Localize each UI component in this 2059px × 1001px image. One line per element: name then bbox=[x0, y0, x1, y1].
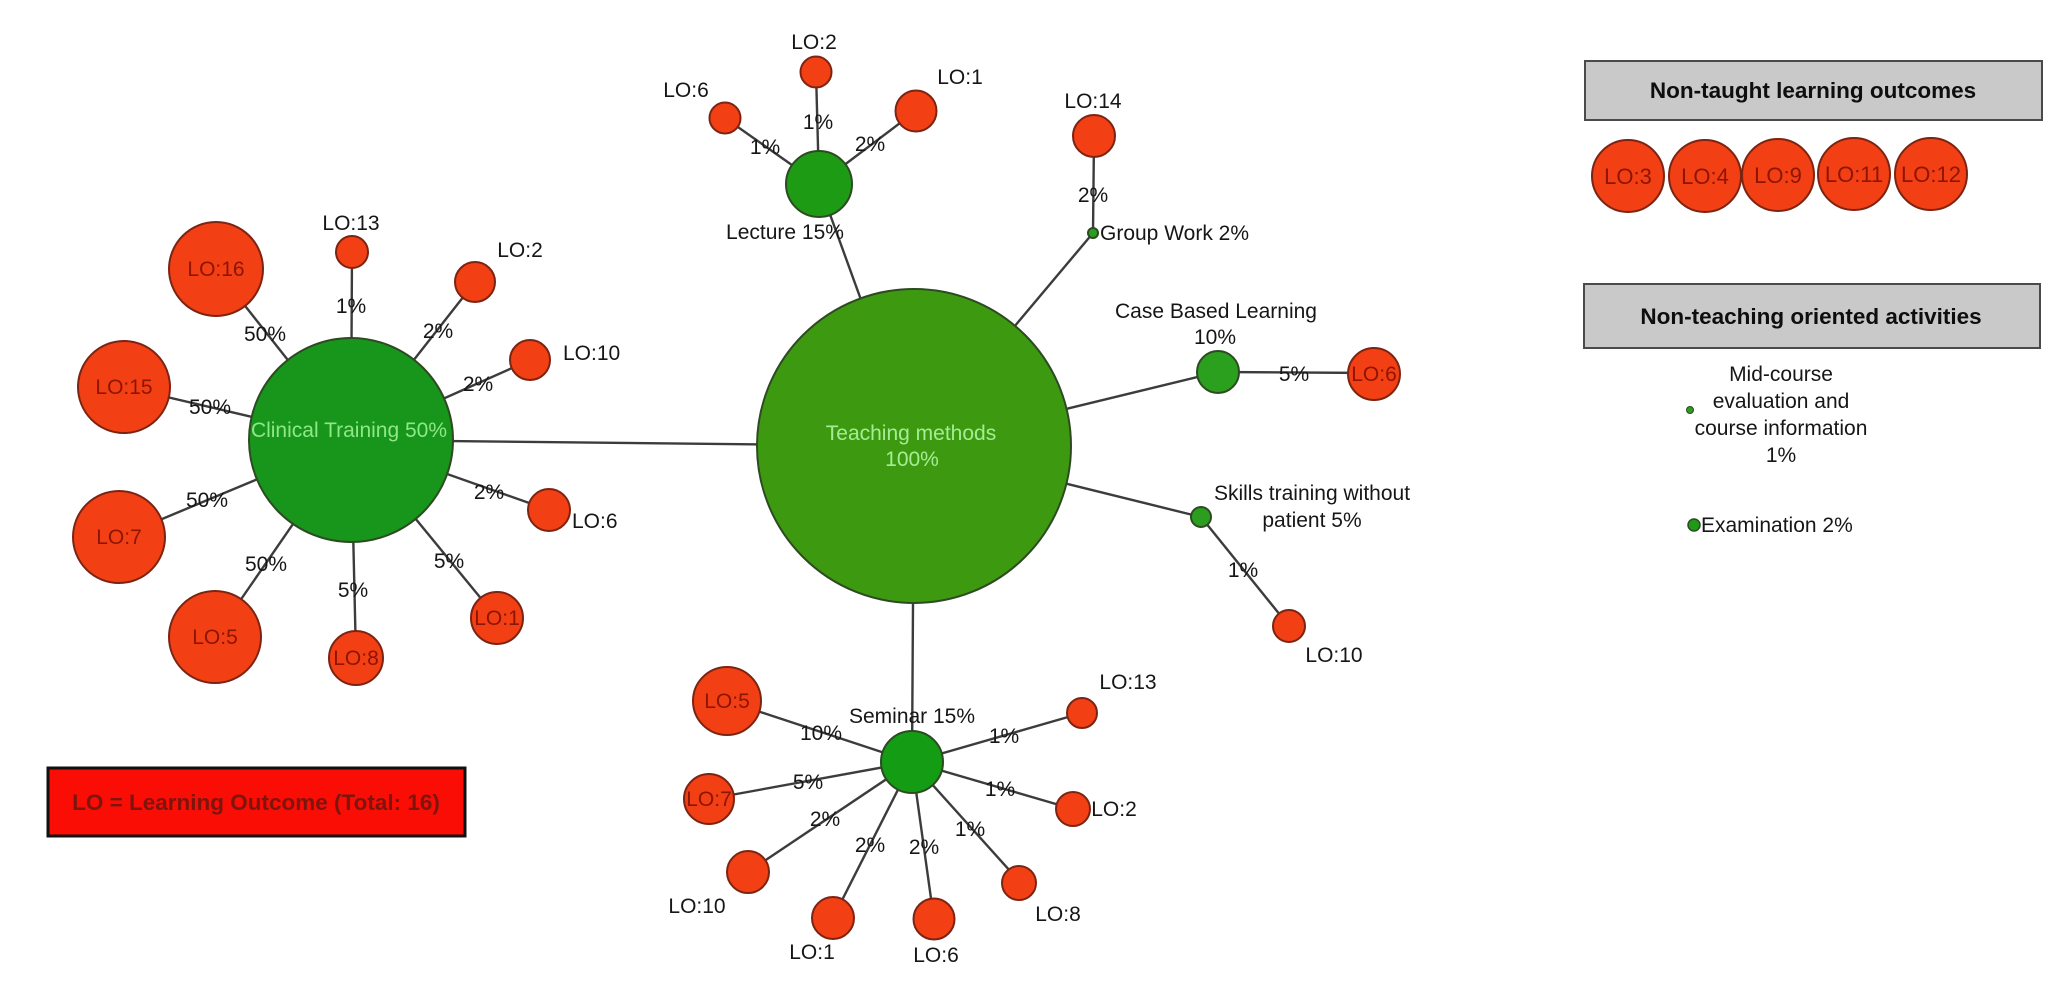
svg-text:LO:4: LO:4 bbox=[1681, 164, 1729, 189]
svg-text:2%: 2% bbox=[1078, 184, 1108, 207]
svg-text:2%: 2% bbox=[474, 481, 504, 504]
svg-text:10%: 10% bbox=[800, 722, 842, 745]
svg-text:2%: 2% bbox=[855, 133, 885, 156]
svg-text:50%: 50% bbox=[244, 323, 286, 346]
svg-text:1%: 1% bbox=[989, 725, 1019, 748]
svg-text:LO:16: LO:16 bbox=[187, 258, 244, 281]
svg-text:Clinical Training 50%: Clinical Training 50% bbox=[251, 419, 447, 442]
svg-text:LO:6: LO:6 bbox=[572, 510, 618, 533]
svg-text:1%: 1% bbox=[1766, 444, 1796, 467]
svg-text:LO:1: LO:1 bbox=[937, 66, 983, 89]
svg-text:1%: 1% bbox=[1228, 559, 1258, 582]
svg-text:LO:12: LO:12 bbox=[1901, 162, 1961, 187]
svg-text:LO:10: LO:10 bbox=[563, 342, 620, 365]
svg-text:LO:10: LO:10 bbox=[668, 895, 725, 918]
svg-text:LO:2: LO:2 bbox=[791, 31, 837, 54]
svg-text:Examination 2%: Examination 2% bbox=[1701, 514, 1853, 537]
svg-text:LO:5: LO:5 bbox=[704, 690, 750, 713]
svg-text:LO:5: LO:5 bbox=[192, 626, 238, 649]
svg-text:LO:7: LO:7 bbox=[686, 788, 732, 811]
svg-text:LO:13: LO:13 bbox=[322, 212, 379, 235]
svg-text:1%: 1% bbox=[985, 778, 1015, 801]
svg-text:100%: 100% bbox=[885, 448, 939, 471]
svg-text:Lecture 15%: Lecture 15% bbox=[726, 221, 844, 244]
svg-text:LO:9: LO:9 bbox=[1754, 163, 1802, 188]
svg-text:Case Based Learning: Case Based Learning bbox=[1115, 300, 1317, 323]
svg-text:LO:8: LO:8 bbox=[333, 647, 379, 670]
svg-text:LO:2: LO:2 bbox=[497, 239, 543, 262]
svg-text:LO:13: LO:13 bbox=[1099, 671, 1156, 694]
svg-text:1%: 1% bbox=[750, 136, 780, 159]
svg-text:LO = Learning Outcome (Total:: LO = Learning Outcome (Total: 16) bbox=[72, 790, 440, 815]
svg-text:LO:8: LO:8 bbox=[1035, 903, 1081, 926]
svg-text:2%: 2% bbox=[855, 834, 885, 857]
svg-text:Mid-course: Mid-course bbox=[1729, 363, 1833, 386]
svg-text:10%: 10% bbox=[1194, 326, 1236, 349]
svg-text:LO:15: LO:15 bbox=[95, 376, 152, 399]
svg-text:Seminar 15%: Seminar 15% bbox=[849, 705, 975, 728]
svg-text:LO:11: LO:11 bbox=[1825, 162, 1883, 187]
svg-text:5%: 5% bbox=[1279, 363, 1309, 386]
svg-text:2%: 2% bbox=[463, 373, 493, 396]
svg-text:Skills training without: Skills training without bbox=[1214, 482, 1410, 505]
svg-text:50%: 50% bbox=[245, 553, 287, 576]
svg-text:LO:3: LO:3 bbox=[1604, 164, 1652, 189]
svg-text:50%: 50% bbox=[186, 489, 228, 512]
svg-text:LO:6: LO:6 bbox=[1351, 363, 1397, 386]
svg-text:2%: 2% bbox=[423, 320, 453, 343]
svg-text:2%: 2% bbox=[810, 808, 840, 831]
svg-text:Non-teaching oriented activiti: Non-teaching oriented activities bbox=[1640, 304, 1981, 329]
svg-text:evaluation and: evaluation and bbox=[1713, 390, 1850, 413]
svg-text:5%: 5% bbox=[338, 579, 368, 602]
svg-text:50%: 50% bbox=[189, 396, 231, 419]
svg-text:1%: 1% bbox=[803, 111, 833, 134]
svg-text:Group Work 2%: Group Work 2% bbox=[1100, 222, 1249, 245]
svg-text:5%: 5% bbox=[434, 550, 464, 573]
svg-text:course information: course information bbox=[1695, 417, 1868, 440]
svg-text:LO:14: LO:14 bbox=[1064, 90, 1122, 113]
svg-text:LO:6: LO:6 bbox=[913, 944, 959, 967]
svg-text:patient 5%: patient 5% bbox=[1262, 509, 1361, 532]
svg-text:5%: 5% bbox=[793, 771, 823, 794]
svg-text:Non-taught learning outcomes: Non-taught learning outcomes bbox=[1650, 78, 1976, 103]
svg-text:1%: 1% bbox=[955, 818, 985, 841]
svg-text:1%: 1% bbox=[336, 295, 366, 318]
svg-text:2%: 2% bbox=[909, 836, 939, 859]
svg-text:LO:10: LO:10 bbox=[1305, 644, 1362, 667]
svg-text:Teaching methods: Teaching methods bbox=[826, 422, 996, 445]
svg-text:LO:6: LO:6 bbox=[663, 79, 709, 102]
svg-text:LO:1: LO:1 bbox=[474, 607, 520, 630]
svg-text:LO:2: LO:2 bbox=[1091, 798, 1137, 821]
svg-text:LO:1: LO:1 bbox=[789, 941, 835, 964]
svg-text:LO:7: LO:7 bbox=[96, 526, 142, 549]
